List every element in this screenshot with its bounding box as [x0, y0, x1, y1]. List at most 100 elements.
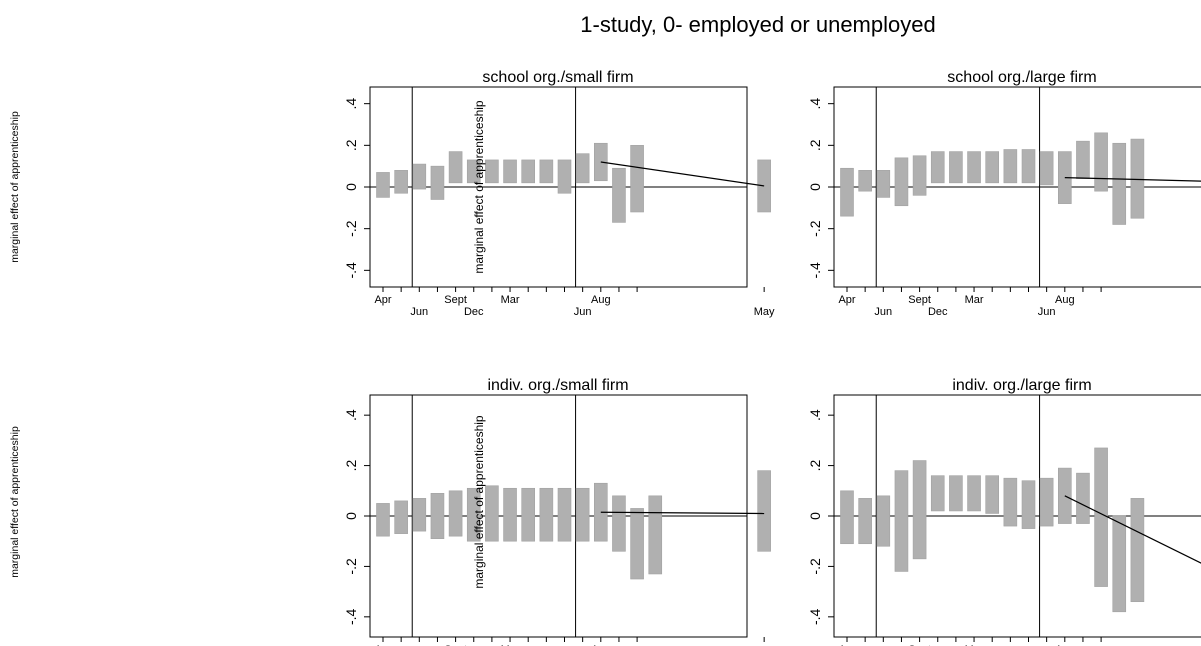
ci-bar [949, 475, 963, 512]
ci-bar [521, 159, 536, 184]
x-tick-label: Aug [1055, 644, 1075, 646]
x-tick-label: Mar [501, 294, 520, 306]
ci-bar [1058, 467, 1072, 524]
ci-bar [1076, 140, 1090, 179]
ci-bar [1021, 480, 1036, 529]
ci-bar [630, 508, 644, 580]
y-tick-label: 0 [343, 183, 359, 191]
ci-bar [575, 487, 590, 542]
row2-ylabel: marginal effect of apprenticeship [9, 426, 21, 578]
estimate-line [600, 511, 765, 515]
ci-bar [557, 159, 572, 194]
panel-indiv-large: indiv. org./large firmAprSeptMarAugJunDe… [807, 377, 1201, 646]
ci-bar [930, 151, 945, 184]
ci-bar [757, 470, 771, 552]
ci-bar [485, 485, 499, 542]
x-tick-label: Sept [908, 294, 931, 306]
y-tick-label: 0 [807, 512, 823, 520]
figure-title: 1-study, 0- employed or unemployed [580, 12, 935, 37]
x-tick-label: Jun [1038, 306, 1056, 318]
ci-bar [1003, 149, 1018, 184]
ci-bar [912, 460, 927, 560]
ci-bar [557, 487, 572, 542]
ci-bar [1094, 132, 1108, 192]
y-tick-label: .4 [343, 409, 359, 421]
ci-bar [503, 159, 517, 184]
overlay-ylabel-2: marginal effect of apprenticeship [472, 415, 486, 589]
ci-bar [840, 167, 854, 217]
y-tick-label: 0 [343, 512, 359, 520]
ci-bar [430, 165, 445, 200]
ci-bar [757, 159, 771, 213]
y-tick-label: -.4 [807, 262, 823, 279]
x-tick-label: Jun [574, 306, 592, 318]
row1-ylabel: marginal effect of apprenticeship [9, 111, 21, 263]
ci-bar [876, 495, 891, 547]
ci-bar [894, 157, 909, 207]
y-tick-label: .4 [343, 98, 359, 110]
ci-bar [466, 159, 481, 184]
x-tick-label: Jun [874, 306, 892, 318]
x-tick-label: Apr [838, 294, 855, 306]
ci-bar [575, 153, 590, 184]
ci-bar [985, 151, 1000, 184]
y-tick-label: -.4 [343, 608, 359, 625]
y-tick-label: -.4 [807, 608, 823, 625]
ci-bar [612, 495, 626, 552]
ci-bar [394, 500, 408, 534]
ci-bar [894, 470, 909, 572]
ci-bar [1021, 149, 1036, 184]
ci-bar [967, 475, 981, 512]
y-tick-label: .2 [343, 139, 359, 151]
ci-bar [840, 490, 854, 545]
y-tick-label: .4 [807, 98, 823, 110]
x-tick-label: Apr [374, 294, 391, 306]
ci-bar [1112, 142, 1127, 225]
y-tick-label: .4 [807, 409, 823, 421]
x-tick-label: Mar [965, 294, 984, 306]
panel-school-small: school org./small firm .4 .2 0 -.2 -.4 Apr Sept… [343, 69, 775, 318]
panel-indiv-small: indiv. org./small firm .4 .2 0 -.2 -.4 Apr Sept… [343, 377, 771, 646]
y-tick-label: -.2 [807, 558, 823, 575]
x-tick-label: Sept [444, 644, 467, 646]
ci-bar [503, 487, 517, 542]
ci-bar [858, 170, 872, 192]
x-tick-label: May [754, 306, 775, 318]
y-tick-label: .2 [807, 139, 823, 151]
ci-bar [394, 170, 408, 194]
ci-bar [858, 498, 872, 545]
x-tick-label: Dec [464, 306, 484, 318]
ci-bar [1112, 515, 1127, 613]
ci-bar [612, 167, 626, 223]
ci-bar [930, 475, 945, 512]
ci-bar [912, 155, 927, 196]
x-tick-label: Apr [374, 644, 391, 646]
x-tick-label: Dec [928, 306, 948, 318]
y-tick-label: .2 [343, 460, 359, 472]
overlay-ylabel-1: marginal effect of apprenticeship [472, 100, 486, 274]
ci-bar [1039, 477, 1054, 527]
ci-bar [1039, 151, 1054, 186]
y-tick-label: -.2 [343, 220, 359, 237]
x-tick-label: Apr [838, 644, 855, 646]
ci-bar [648, 495, 663, 575]
ci-bar [521, 487, 536, 542]
ci-bar [1130, 138, 1145, 219]
ci-bar [967, 151, 981, 184]
estimate-line [600, 161, 765, 187]
ci-bar [430, 493, 445, 539]
ci-bar [466, 487, 481, 542]
ci-bar [539, 487, 554, 542]
y-tick-label: -.2 [807, 220, 823, 237]
ci-bar [949, 151, 963, 184]
ci-bar [985, 475, 1000, 514]
y-tick-label: .2 [807, 460, 823, 472]
subplot-title: indiv. org./large firm [952, 377, 1091, 394]
x-tick-label: Jun [410, 306, 428, 318]
ci-bar [412, 498, 427, 532]
x-tick-label: Aug [591, 644, 611, 646]
ci-bar [412, 163, 427, 190]
ci-bar [448, 151, 463, 184]
